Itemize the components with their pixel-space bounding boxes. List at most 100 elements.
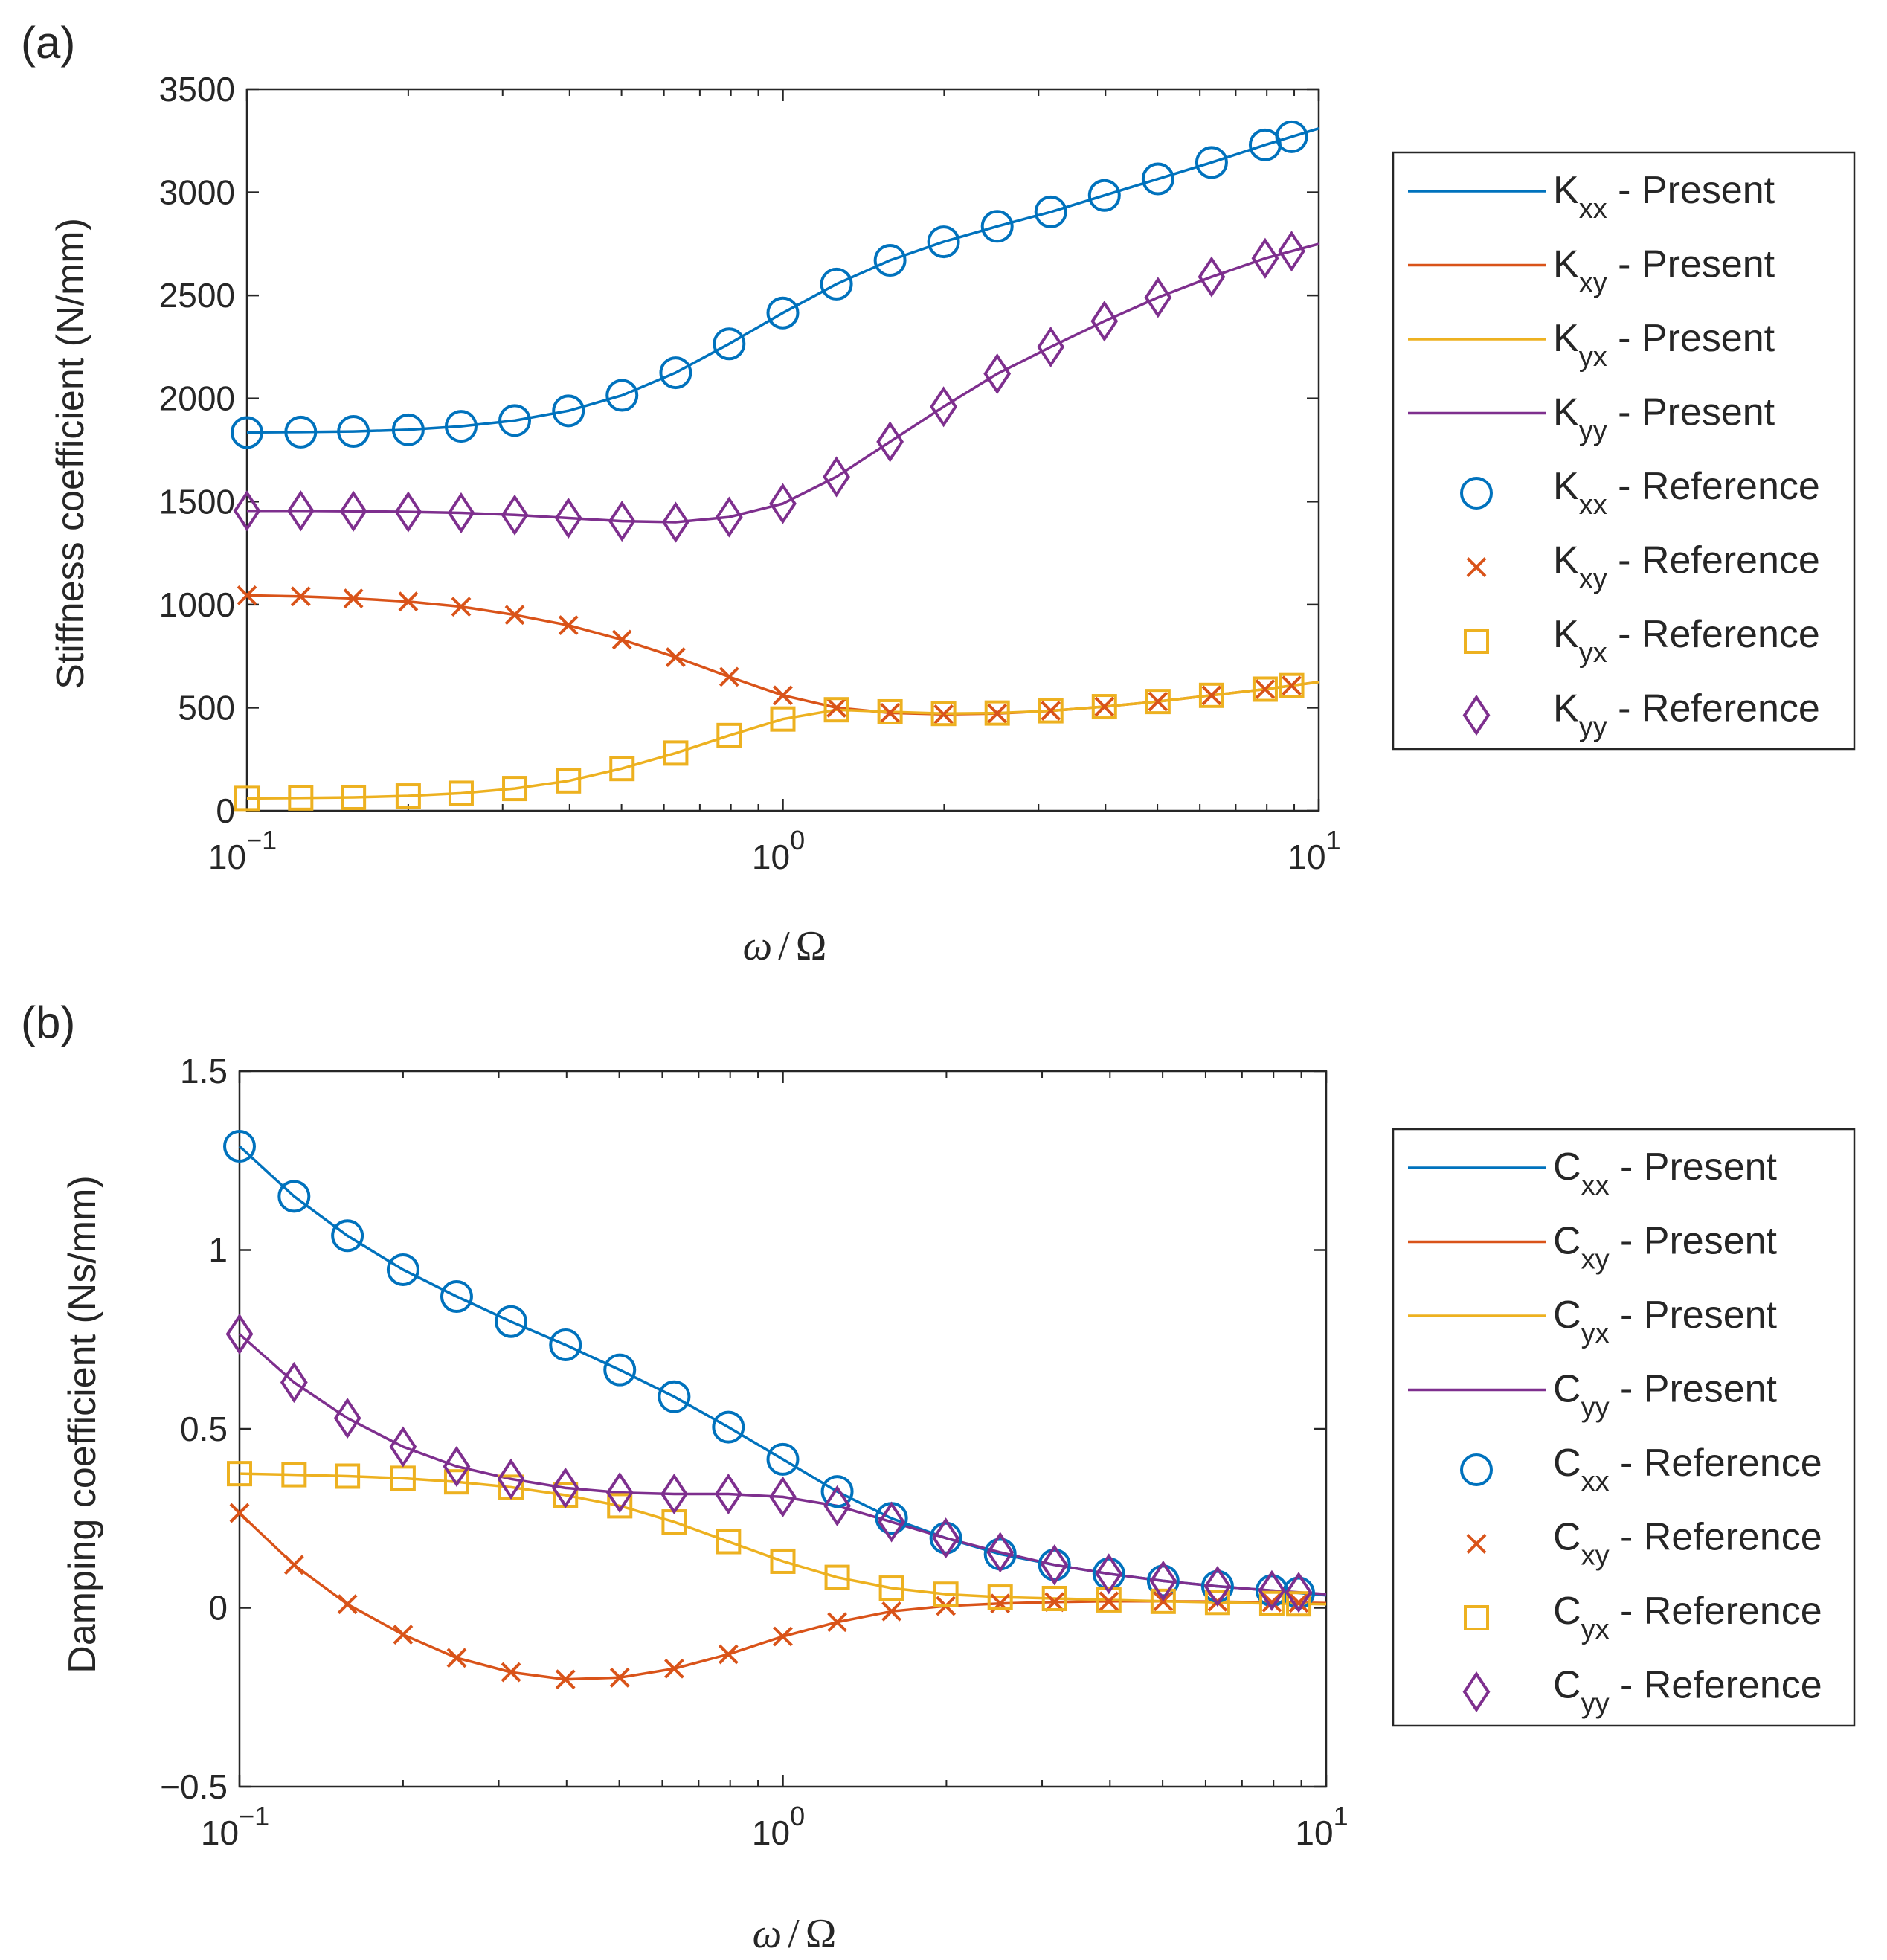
legend-item: Cyy - Reference (1462, 1664, 1822, 1720)
marker-Cyx (1204, 1590, 1230, 1616)
marker-Cxx (277, 1180, 311, 1213)
marker-Cxy (718, 1644, 739, 1665)
marker-Kyy (662, 501, 689, 543)
marker-Kyy (930, 386, 958, 428)
legend: Kxx - Present Kxy - Present Kyx - Present K… (1392, 151, 1856, 751)
marker-Cyy (1149, 1560, 1177, 1602)
legend-item: Cxx - Present (1408, 1146, 1778, 1201)
marker-Cyy (1041, 1544, 1069, 1586)
marker-Kxy (773, 685, 793, 706)
y-tick-labels: 0 500 1000 1500 2000 2500 3000 3500 (159, 70, 235, 830)
series-line-Kxx (246, 127, 1319, 434)
axes-frame (238, 1070, 1328, 1788)
legend-label: Cxy - Present (1553, 1220, 1778, 1276)
series-line-Kyx (246, 681, 1319, 800)
marker-Kxy (933, 704, 954, 724)
marker-Kxx (391, 413, 425, 446)
legend-marker-swatch (1460, 1453, 1493, 1486)
axes-box (238, 1070, 1328, 1788)
marker-Kxy (666, 647, 686, 667)
marker-Kyy (823, 456, 850, 498)
legend-marker-swatch (1464, 629, 1489, 654)
marker-Cxy (337, 1594, 358, 1615)
x-tick-labels: 10−1 100 101 (201, 1801, 1348, 1852)
marker-Cxy (229, 1503, 250, 1523)
y-tick-label: −0.5 (160, 1767, 228, 1806)
marker-Kxx (659, 356, 692, 390)
marker-Kxx (873, 244, 907, 277)
marker-Kyy (1278, 231, 1305, 272)
marker-Kyy (1198, 256, 1226, 298)
y-axis-label: Damping coefficient (Ns/mm) (61, 1175, 104, 1673)
marker-Cyy (605, 1472, 634, 1514)
x-tick-labels: 10−1 100 101 (208, 825, 1341, 876)
y-tick-label: 1500 (159, 482, 235, 521)
y-tick-label: 500 (178, 688, 235, 727)
marker-Cyx (227, 1461, 252, 1487)
legend-marker-swatch (1462, 694, 1491, 736)
axes-box (245, 88, 1320, 812)
marker-Cyy (1285, 1572, 1313, 1613)
marker-Cyx (1041, 1585, 1067, 1611)
legend-marker-swatch (1466, 1534, 1487, 1554)
marker-Cxx (820, 1475, 854, 1508)
marker-Kyx (1038, 698, 1064, 724)
marker-Kxy (1282, 675, 1302, 696)
marker-Kxx (337, 415, 370, 449)
marker-Cxx (658, 1380, 691, 1413)
marker-Cyx (607, 1493, 633, 1519)
marker-Kxx (444, 410, 478, 443)
marker-Kyx (609, 756, 635, 782)
y-tick-label: 1000 (159, 585, 235, 624)
marker-Kyy (501, 494, 529, 536)
marker-Cyy (986, 1532, 1015, 1573)
marker-Kyx (1198, 682, 1224, 708)
marker-Kyy (769, 483, 797, 524)
legend-label: Cyy - Reference (1553, 1664, 1822, 1720)
marker-Cxy (827, 1612, 847, 1633)
x-tick-label: 101 (1288, 825, 1340, 876)
marker-Kxy (987, 703, 1008, 724)
marker-Cyx (281, 1462, 307, 1488)
legend-marker-swatch (1464, 1605, 1489, 1630)
marker-Kyx (556, 768, 582, 794)
marker-Kyx (395, 783, 421, 809)
marker-Kxy (451, 597, 472, 617)
panel-label-a: (a) (21, 18, 75, 68)
marker-Kxy (1201, 685, 1222, 706)
axes-frame (245, 88, 1320, 812)
marker-Kyy (983, 353, 1012, 395)
marker-Cxy (1099, 1591, 1119, 1612)
marker-Cyy (225, 1313, 254, 1355)
x-tick-label: 10−1 (208, 825, 277, 876)
legend-marker-swatch (1460, 477, 1493, 510)
legend-item: Kyx - Reference (1464, 613, 1820, 669)
marker-Cyy (1203, 1566, 1232, 1607)
marker-Kxy (504, 605, 525, 626)
marker-Cxx (603, 1353, 637, 1387)
legend-label: Cyx - Reference (1553, 1590, 1822, 1645)
marker-Cxx (712, 1410, 745, 1444)
marker-Cyy (878, 1501, 906, 1543)
marker-Kyy (715, 496, 743, 538)
y-tick-label: 0 (208, 1589, 228, 1628)
plot-area (223, 1130, 1327, 1690)
marker-Cyx (443, 1469, 469, 1495)
marker-Kyx (1252, 676, 1278, 702)
legend-item: Cxx - Reference (1460, 1442, 1822, 1497)
series-line-Kyy (247, 242, 1319, 524)
marker-Kxx (766, 296, 800, 330)
legend-label: Cxx - Reference (1553, 1442, 1822, 1497)
marker-Cyx (716, 1529, 742, 1555)
series-line-Cyy (238, 1333, 1327, 1596)
legend: Cxx - Present Cxy - Present Cyx - Present C… (1392, 1128, 1856, 1727)
marker-Cyy (823, 1485, 851, 1527)
x-axis-label: ω / Ω (743, 923, 827, 969)
marker-Kxx (1087, 179, 1121, 212)
legend-label: Kxy - Reference (1553, 539, 1820, 595)
marker-Cyx (878, 1575, 904, 1601)
marker-Kyx (663, 740, 689, 766)
marker-Kyx (984, 700, 1010, 726)
marker-Cyx (824, 1564, 850, 1590)
marker-Cxx (766, 1442, 800, 1476)
